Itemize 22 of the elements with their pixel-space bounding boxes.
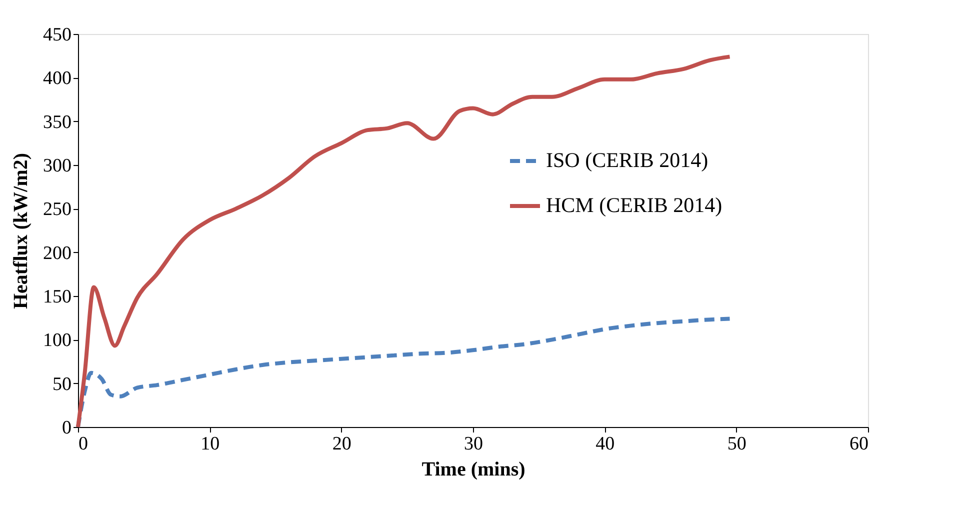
y-tick-label: 0: [62, 418, 72, 438]
y-tick-label: 450: [43, 24, 72, 46]
x-tick-label: 20: [332, 434, 352, 454]
y-tick-label: 300: [43, 156, 72, 176]
y-tick-label: 150: [43, 286, 72, 308]
y-axis-title: Heatflux (kW/m2): [10, 152, 32, 310]
y-tick-label: 350: [43, 112, 72, 133]
y-tick-label: 200: [43, 242, 72, 264]
legend-label: ISO (CERIB 2014): [546, 148, 708, 172]
y-tick-label: 100: [43, 330, 72, 352]
y-tick-label: 400: [43, 68, 72, 90]
x-tick-label: 60: [850, 434, 868, 454]
y-tick-label: 250: [43, 199, 72, 220]
x-tick-label: 50: [727, 434, 746, 454]
line-series: [76, 54, 732, 429]
x-tick-label: 0: [78, 434, 88, 454]
legend-label: HCM (CERIB 2014): [546, 193, 722, 218]
x-tick-label: 10: [200, 434, 220, 454]
x-tick-label: 40: [596, 434, 615, 454]
x-axis-title: Time (mins): [422, 458, 526, 480]
x-tick-label: 30: [464, 434, 483, 454]
y-tick-label: 50: [52, 374, 72, 395]
